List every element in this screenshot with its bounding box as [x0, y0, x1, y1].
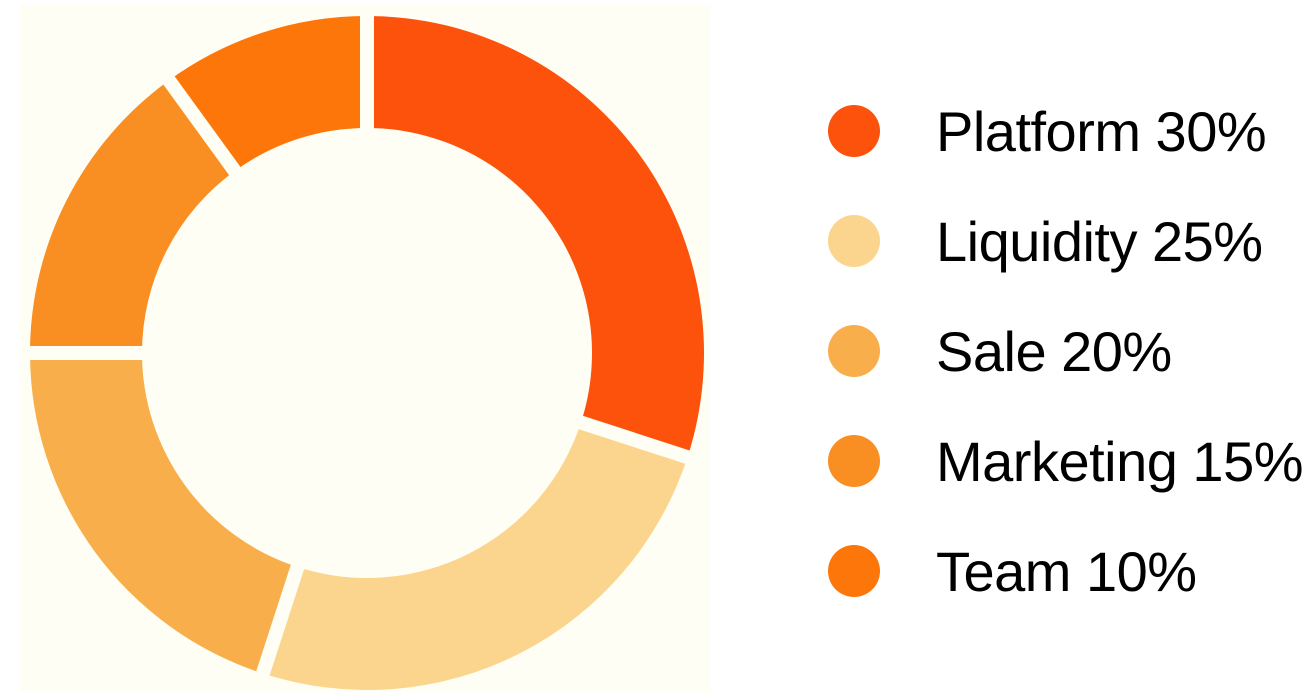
legend-item-sale: Sale 20%: [828, 296, 1298, 406]
legend-swatch: [828, 105, 880, 157]
donut-slice-liquidity: [262, 422, 688, 691]
legend-swatch: [828, 435, 880, 487]
donut-slice-team: [168, 16, 367, 171]
legend-item-marketing: Marketing 15%: [828, 406, 1304, 516]
slice-separator: [254, 561, 306, 680]
slice-separator: [575, 414, 694, 466]
chart-area: [20, 5, 710, 691]
legend-label: Marketing 15%: [936, 429, 1304, 493]
donut-slice-marketing: [30, 80, 235, 354]
donut-chart: [26, 12, 704, 691]
legend-swatch: [828, 325, 880, 377]
legend-swatch: [828, 545, 880, 597]
legend-label: Sale 20%: [936, 319, 1172, 383]
legend-item-liquidity: Liquidity 25%: [828, 186, 1298, 296]
legend-label: Platform 30%: [936, 99, 1267, 163]
legend-item-team: Team 10%: [828, 516, 1298, 626]
legend-label: Liquidity 25%: [936, 209, 1263, 273]
legend-item-platform: Platform 30%: [828, 76, 1298, 186]
legend: Platform 30% Liquidity 25% Sale 20% Marketi…: [828, 76, 1304, 626]
slice-separator: [160, 73, 243, 179]
legend-swatch: [828, 215, 880, 267]
donut-slice-sale: [30, 353, 298, 674]
legend-label: Team 10%: [936, 539, 1197, 603]
donut-slice-platform: [367, 16, 704, 458]
